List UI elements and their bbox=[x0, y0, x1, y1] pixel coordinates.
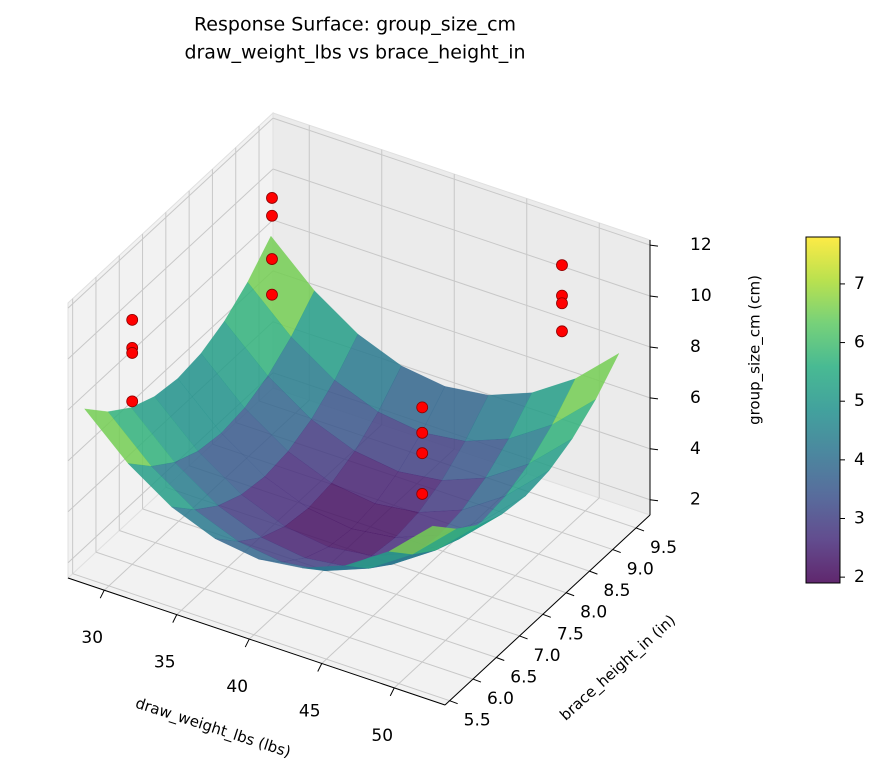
chart-subtitle: draw_weight_lbs vs brace_height_in bbox=[184, 42, 525, 64]
tick-mark bbox=[449, 700, 458, 705]
colorbar bbox=[805, 236, 841, 584]
data-point bbox=[556, 259, 568, 271]
z-tick-label: 6 bbox=[690, 388, 701, 408]
grid-line bbox=[72, 573, 450, 702]
chart-title: Response Surface: group_size_cm bbox=[194, 14, 516, 36]
tick-mark bbox=[649, 346, 659, 349]
data-point bbox=[416, 488, 429, 500]
grid-line bbox=[67, 168, 274, 360]
grid-line bbox=[119, 530, 497, 658]
grid-line bbox=[272, 117, 651, 246]
z-tick-label: 8 bbox=[690, 337, 701, 357]
grid-line bbox=[272, 168, 651, 297]
y-axis-line bbox=[444, 514, 651, 706]
tick-mark bbox=[649, 397, 659, 400]
x-tick-label: 50 bbox=[371, 726, 393, 746]
x-tick-label: 30 bbox=[81, 628, 103, 648]
data-point bbox=[266, 192, 278, 204]
tick-mark bbox=[565, 592, 575, 597]
tick-mark bbox=[589, 570, 598, 575]
tick-mark bbox=[389, 687, 395, 697]
x-tick-label: 40 bbox=[226, 677, 248, 697]
y-tick-label: 7.0 bbox=[534, 646, 561, 666]
tick-mark bbox=[542, 613, 552, 618]
colorbar-tick-label: 5 bbox=[854, 391, 865, 411]
colorbar-tick-label: 2 bbox=[854, 567, 865, 587]
y-tick-label: 6.5 bbox=[510, 668, 537, 688]
grid-line bbox=[67, 117, 274, 309]
tick-mark bbox=[649, 244, 659, 247]
tick-mark bbox=[172, 614, 178, 623]
data-point bbox=[416, 426, 429, 439]
tick-mark bbox=[472, 678, 482, 683]
grid-line bbox=[393, 497, 600, 689]
grid-line bbox=[67, 219, 274, 411]
y-tick-label: 9.5 bbox=[650, 538, 677, 558]
x-axis-line bbox=[67, 577, 446, 706]
data-point bbox=[266, 253, 278, 265]
tick-mark bbox=[612, 549, 621, 554]
x-tick-label: 45 bbox=[299, 701, 321, 721]
y-tick-label: 9.0 bbox=[627, 560, 654, 580]
tick-mark bbox=[519, 635, 528, 640]
tick-mark bbox=[649, 499, 659, 502]
surface-patch bbox=[388, 525, 457, 555]
z-tick-label: 10 bbox=[690, 286, 712, 306]
tick-mark bbox=[635, 527, 645, 532]
y-tick-label: 7.5 bbox=[557, 624, 584, 644]
data-point bbox=[126, 395, 139, 408]
colorbar-tick-label: 3 bbox=[854, 508, 865, 528]
x-axis-label: draw_weight_lbs (lbs) bbox=[133, 694, 293, 762]
data-point bbox=[266, 209, 278, 222]
y-tick-label: 8.5 bbox=[603, 581, 630, 601]
z-tick-label: 2 bbox=[690, 490, 701, 510]
tick-mark bbox=[99, 589, 105, 599]
z-tick-label: 4 bbox=[690, 439, 701, 459]
colorbar-tick-label: 6 bbox=[854, 333, 865, 353]
grid-line bbox=[272, 219, 651, 348]
tick-mark bbox=[649, 448, 659, 451]
x-tick-label: 35 bbox=[154, 653, 176, 673]
data-point bbox=[416, 401, 429, 414]
tick-mark bbox=[244, 638, 250, 648]
tick-mark bbox=[496, 657, 505, 661]
grid-line bbox=[95, 551, 474, 680]
data-point bbox=[126, 347, 139, 359]
y-tick-label: 5.5 bbox=[464, 711, 491, 731]
z-tick-label: 12 bbox=[690, 235, 712, 255]
data-point bbox=[266, 288, 278, 301]
y-tick-label: 8.0 bbox=[580, 603, 607, 623]
colorbar-tick-label: 7 bbox=[854, 274, 865, 294]
data-point bbox=[556, 297, 568, 310]
tick-mark bbox=[317, 663, 323, 672]
data-point bbox=[126, 313, 139, 326]
data-point bbox=[416, 447, 429, 460]
z-axis-label: group_size_cm (cm) bbox=[746, 275, 765, 425]
tick-mark bbox=[649, 295, 659, 298]
data-point bbox=[556, 325, 568, 338]
y-tick-label: 6.0 bbox=[487, 689, 514, 709]
colorbar-tick-label: 4 bbox=[854, 450, 865, 470]
